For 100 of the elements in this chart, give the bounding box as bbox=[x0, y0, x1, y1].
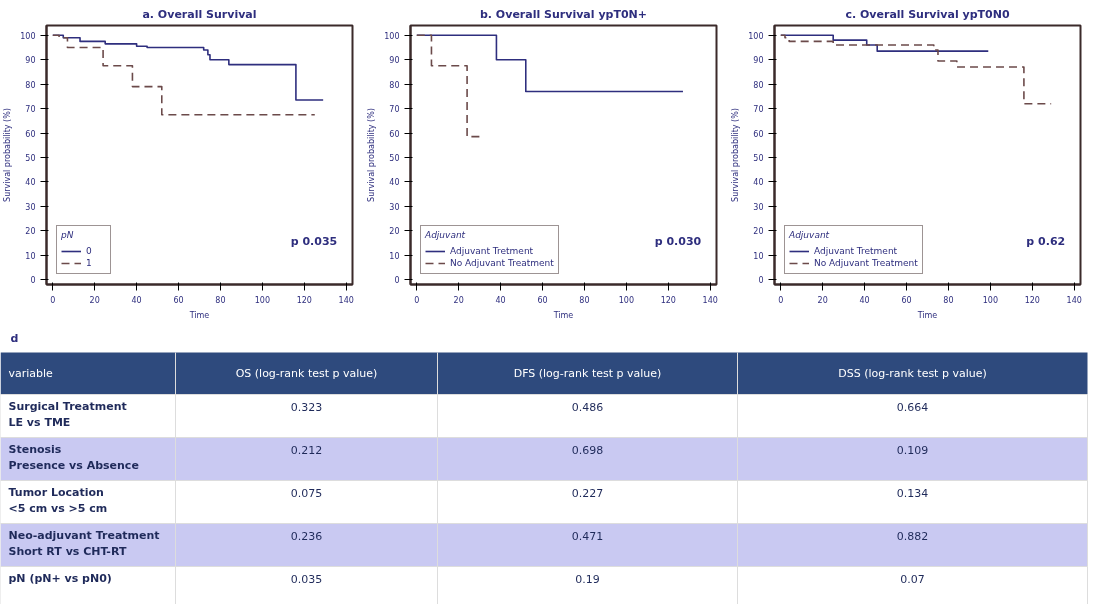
x-tick-label: 100 bbox=[618, 295, 635, 305]
x-tick-label: 100 bbox=[982, 295, 999, 305]
x-tick-label: 140 bbox=[1066, 295, 1082, 305]
annotation: p 0.62 bbox=[1026, 235, 1066, 249]
y-tick-label: 50 bbox=[389, 153, 400, 163]
y-tick-label: 80 bbox=[753, 80, 764, 90]
y-tick-label: 0 bbox=[758, 276, 764, 286]
category-label: variable bbox=[8, 367, 54, 380]
text: 0.323 bbox=[290, 400, 323, 414]
x-tick-label: 20 bbox=[453, 295, 464, 305]
legend-label: Adjuvant Tretment bbox=[450, 245, 534, 257]
y-tick-label: 40 bbox=[25, 178, 36, 188]
y-tick-label: 10 bbox=[25, 251, 36, 261]
text: 0.212 bbox=[290, 443, 323, 457]
y-tick-label: 50 bbox=[753, 153, 764, 163]
x-tick-label: 80 bbox=[579, 295, 590, 305]
annotation: p 0.030 bbox=[654, 235, 702, 249]
x-tick-label: 60 bbox=[173, 295, 184, 305]
text: 0.07 bbox=[900, 572, 925, 586]
y-axis-title: Survival probability (%) bbox=[3, 108, 13, 202]
x-tick-label: 80 bbox=[943, 295, 954, 305]
y-tick-label: 90 bbox=[25, 56, 36, 66]
x-tick-label: 40 bbox=[859, 295, 870, 305]
y-tick-label: 60 bbox=[753, 129, 764, 139]
y-tick-label: 20 bbox=[753, 227, 764, 237]
x-tick-label: 80 bbox=[215, 295, 226, 305]
y-tick-label: 70 bbox=[753, 105, 764, 115]
text: 0.664 bbox=[896, 400, 929, 414]
text: 0.486 bbox=[571, 400, 604, 414]
y-tick-label: 60 bbox=[25, 129, 36, 139]
legend-title: pN bbox=[61, 230, 75, 240]
x-tick-label: 60 bbox=[537, 295, 548, 305]
legend-title: Adjuvant bbox=[425, 230, 467, 240]
category-label: OS (log-rank test p value) bbox=[235, 367, 378, 380]
text: 0.134 bbox=[896, 486, 929, 500]
annotation: p 0.035 bbox=[290, 235, 338, 249]
y-tick-label: 100 bbox=[20, 31, 36, 41]
x-axis-title: Time bbox=[188, 310, 210, 320]
x-tick-label: 60 bbox=[901, 295, 912, 305]
x-tick-label: 20 bbox=[89, 295, 100, 305]
text: d bbox=[10, 332, 19, 345]
y-tick-label: 20 bbox=[25, 227, 36, 237]
text: 0.882 bbox=[896, 529, 929, 543]
x-tick-label: 120 bbox=[296, 295, 312, 305]
y-tick-label: 30 bbox=[389, 202, 400, 212]
text: Tumor Location <5 cm vs >5 cm bbox=[8, 485, 108, 516]
category-label: DFS (log-rank test p value) bbox=[513, 367, 662, 380]
y-tick-label: 50 bbox=[25, 153, 36, 163]
x-tick-label: 0 bbox=[50, 295, 56, 305]
text: Stenosis Presence vs Absence bbox=[8, 442, 139, 473]
x-tick-label: 0 bbox=[778, 295, 784, 305]
text: pN (pN+ vs pN0) bbox=[8, 571, 112, 585]
legend-label: 0 bbox=[86, 245, 93, 257]
y-tick-label: 80 bbox=[389, 80, 400, 90]
y-tick-label: 30 bbox=[753, 202, 764, 212]
text: Neo-adjuvant Treatment Short RT vs CHT-RT bbox=[8, 528, 160, 559]
y-tick-label: 10 bbox=[389, 251, 400, 261]
text: 0.236 bbox=[290, 529, 323, 543]
y-axis-title: Survival probability (%) bbox=[731, 108, 741, 202]
text: Surgical Treatment LE vs TME bbox=[8, 399, 127, 430]
y-tick-label: 100 bbox=[384, 31, 400, 41]
x-tick-label: 0 bbox=[414, 295, 420, 305]
y-tick-label: 90 bbox=[389, 56, 400, 66]
y-tick-label: 80 bbox=[25, 80, 36, 90]
y-tick-label: 70 bbox=[25, 105, 36, 115]
y-tick-label: 20 bbox=[389, 227, 400, 237]
x-axis-title: Time bbox=[552, 310, 574, 320]
text: 0.075 bbox=[290, 486, 323, 500]
text: 0.19 bbox=[575, 572, 600, 586]
chart-title: a. Overall Survival bbox=[142, 7, 257, 21]
y-tick-label: 90 bbox=[753, 56, 764, 66]
y-tick-label: 100 bbox=[748, 31, 764, 41]
category-label: DSS (log-rank test p value) bbox=[838, 367, 987, 380]
text: 0.698 bbox=[571, 443, 604, 457]
chart-title: c. Overall Survival ypT0N0 bbox=[845, 7, 1010, 21]
legend-title: Adjuvant bbox=[789, 230, 831, 240]
y-tick-label: 60 bbox=[389, 129, 400, 139]
legend-label: Adjuvant Tretment bbox=[814, 245, 898, 257]
x-tick-label: 120 bbox=[660, 295, 676, 305]
y-tick-label: 40 bbox=[753, 178, 764, 188]
x-tick-label: 100 bbox=[254, 295, 271, 305]
y-axis-title: Survival probability (%) bbox=[367, 108, 377, 202]
y-tick-label: 0 bbox=[394, 276, 400, 286]
text: 0.109 bbox=[896, 443, 929, 457]
x-tick-label: 140 bbox=[338, 295, 354, 305]
text: 0.035 bbox=[290, 572, 323, 586]
x-tick-label: 120 bbox=[1024, 295, 1040, 305]
y-tick-label: 10 bbox=[753, 251, 764, 261]
y-tick-label: 30 bbox=[25, 202, 36, 212]
y-tick-label: 0 bbox=[30, 276, 36, 286]
x-axis-title: Time bbox=[916, 310, 938, 320]
text: 0.471 bbox=[571, 529, 604, 543]
x-tick-label: 140 bbox=[702, 295, 718, 305]
text: 0.227 bbox=[571, 486, 604, 500]
legend-label: No Adjuvant Treatment bbox=[450, 257, 554, 269]
y-tick-label: 70 bbox=[389, 105, 400, 115]
x-tick-label: 20 bbox=[817, 295, 828, 305]
chart-title: b. Overall Survival ypT0N+ bbox=[479, 7, 648, 21]
legend-label: No Adjuvant Treatment bbox=[814, 257, 918, 269]
y-tick-label: 40 bbox=[389, 178, 400, 188]
